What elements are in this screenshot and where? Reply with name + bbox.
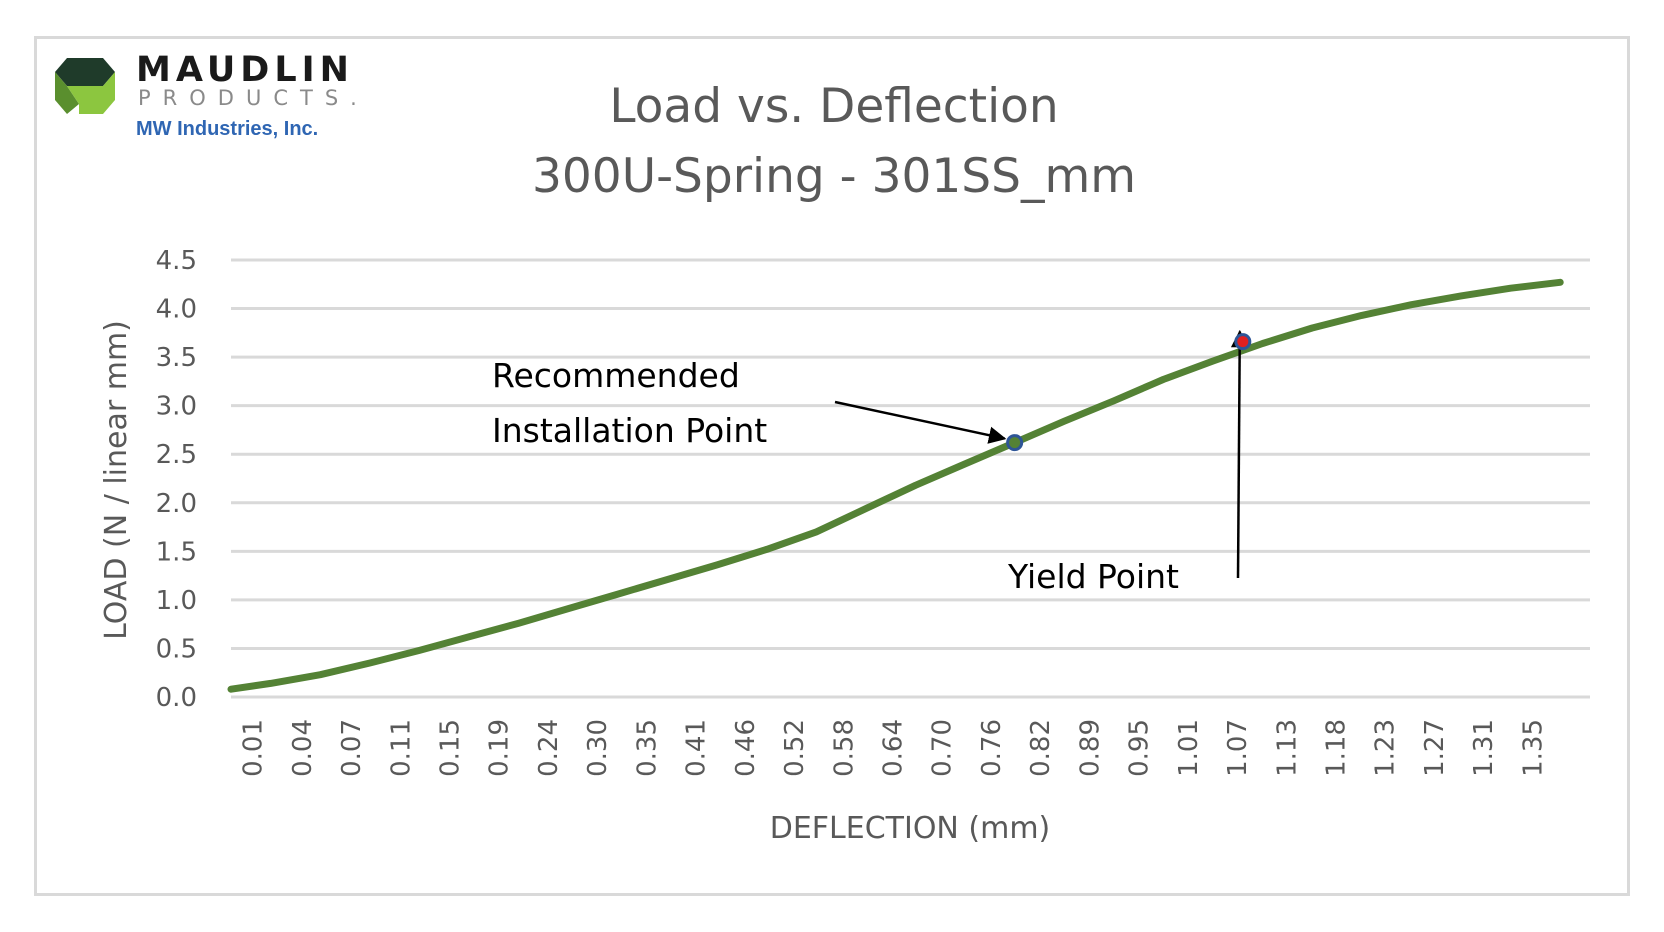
hexagon-cube-logo-icon — [55, 58, 115, 114]
x-tick-label: 0.58 — [829, 719, 859, 777]
y-axis-title: LOAD (N / linear mm) — [99, 320, 134, 640]
y-tick-label: 4.5 — [156, 246, 197, 276]
y-tick-label: 1.0 — [156, 586, 197, 616]
x-tick-label: 1.07 — [1223, 719, 1253, 777]
yield-point-annotation: Yield Point — [1007, 557, 1179, 596]
annotations: Recommended Installation Point Yield Point — [492, 329, 1249, 596]
y-tick-label: 2.0 — [156, 489, 197, 519]
x-tick-label: 0.89 — [1075, 719, 1105, 777]
y-tick-label: 0.5 — [156, 634, 197, 664]
chart-subtitle: 300U-Spring - 301SS_mm — [532, 149, 1136, 204]
company-logo: MAUDLIN PRODUCTS. MW Industries, Inc. — [55, 50, 415, 152]
x-tick-label: 0.01 — [239, 719, 269, 777]
x-tick-label: 0.64 — [879, 719, 909, 777]
x-tick-label: 1.01 — [1174, 719, 1204, 777]
x-axis-ticks: 0.01 0.04 0.07 0.11 0.15 0.19 0.24 0.30 0.35 0.41… — [239, 719, 1549, 777]
x-tick-label: 1.13 — [1272, 719, 1302, 777]
y-tick-label: 3.0 — [156, 392, 197, 422]
logo-brand-text: MAUDLIN — [136, 50, 354, 90]
chart-title: Load vs. Deflection — [609, 79, 1058, 134]
x-tick-label: 0.82 — [1026, 719, 1056, 777]
x-tick-label: 0.52 — [780, 719, 810, 777]
y-tick-label: 4.0 — [156, 295, 197, 325]
data-marker — [1234, 333, 1252, 351]
x-tick-label: 1.31 — [1469, 719, 1499, 777]
x-tick-label: 0.41 — [682, 719, 712, 777]
x-tick-label: 0.04 — [288, 719, 318, 777]
data-series — [227, 278, 1564, 693]
gridlines — [231, 258, 1590, 699]
x-tick-label: 0.30 — [583, 719, 613, 777]
chart-frame — [34, 36, 1630, 896]
x-tick-label: 1.27 — [1420, 719, 1450, 777]
x-tick-label: 0.46 — [731, 719, 761, 777]
x-tick-label: 0.19 — [485, 719, 515, 777]
logo-tagline-text: MW Industries, Inc. — [136, 118, 319, 140]
x-tick-label: 0.35 — [632, 719, 662, 777]
data-marker — [1006, 434, 1024, 452]
x-tick-label: 0.95 — [1125, 719, 1155, 777]
x-tick-label: 0.15 — [436, 719, 466, 777]
y-tick-label: 1.5 — [156, 537, 197, 567]
logo-subtitle-text: PRODUCTS. — [138, 86, 369, 110]
y-tick-label: 2.5 — [156, 440, 197, 470]
x-tick-label: 0.11 — [386, 719, 416, 777]
x-tick-label: 0.70 — [928, 719, 958, 777]
y-tick-label: 3.5 — [156, 343, 197, 373]
x-tick-label: 1.23 — [1371, 719, 1401, 777]
x-axis-title: DEFLECTION (mm) — [770, 811, 1051, 846]
y-axis-ticks: 0.0 0.5 1.0 1.5 2.0 2.5 3.0 3.5 4.0 4.5 — [156, 246, 197, 713]
recommended-installation-annotation: Recommended Installation Point — [492, 356, 767, 450]
x-tick-label: 0.76 — [977, 719, 1007, 777]
data-markers — [1006, 333, 1252, 452]
y-tick-label: 0.0 — [156, 683, 197, 713]
x-tick-label: 0.24 — [534, 719, 564, 777]
x-tick-label: 1.35 — [1518, 719, 1548, 777]
annotation-arrow — [1230, 329, 1249, 579]
x-tick-label: 1.18 — [1322, 719, 1352, 777]
annotation-arrow — [834, 400, 1007, 444]
series-line — [227, 278, 1564, 693]
x-tick-label: 0.07 — [337, 719, 367, 777]
